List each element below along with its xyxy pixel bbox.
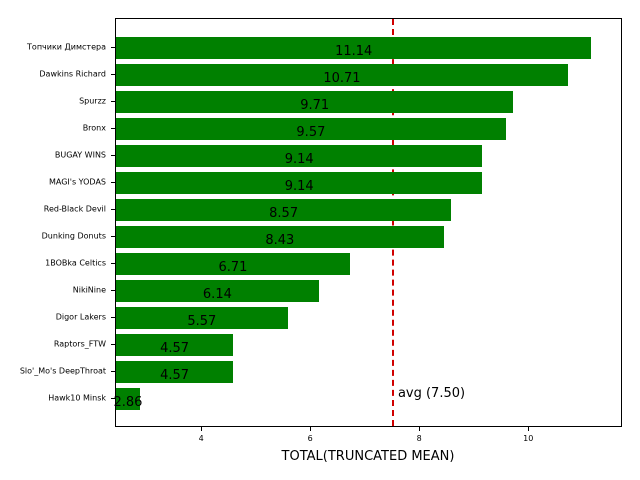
bar <box>116 307 288 329</box>
y-tick <box>111 47 115 48</box>
y-tick <box>111 155 115 156</box>
bar-value-label: 4.57 <box>160 341 190 356</box>
y-tick-label: MAGI's YODAS <box>48 177 106 187</box>
y-tick <box>111 209 115 210</box>
bar <box>116 334 234 356</box>
bar-value-label: 9.57 <box>296 125 326 140</box>
y-tick <box>111 263 115 264</box>
x-tick-label: 8 <box>416 434 422 443</box>
bar-value-label: 5.57 <box>187 314 217 329</box>
plot-area: avg (7.50) 11.14 10.71 9.71 9.57 9.14 9.14 8.5… <box>113 18 622 427</box>
y-tick-label: 1BOBka Celtics <box>45 258 106 268</box>
y-tick-label: Red-Black Devil <box>43 204 106 214</box>
bar-value-label: 11.14 <box>335 44 373 59</box>
x-tick <box>201 427 203 431</box>
bar <box>116 37 592 59</box>
bar-value-label: 4.57 <box>160 368 190 383</box>
x-tick <box>528 427 530 431</box>
bar-value-label: 6.71 <box>218 260 248 275</box>
bar <box>116 361 234 383</box>
y-tick-label: Spurzz <box>79 96 106 106</box>
average-line <box>391 19 394 426</box>
bar-value-label: 6.14 <box>202 287 232 302</box>
y-tick-label: Dawkins Richard <box>39 69 106 79</box>
y-tick-label: Raptors_FTW <box>53 339 106 349</box>
bar <box>116 172 483 194</box>
bar <box>116 280 319 302</box>
y-tick <box>111 182 115 183</box>
y-tick <box>111 128 115 129</box>
bar <box>116 91 514 113</box>
y-tick-label: NikiNine <box>72 285 106 295</box>
y-tick <box>111 317 115 318</box>
y-tick <box>111 371 115 372</box>
bar <box>116 118 506 140</box>
y-tick-label: Hawk10 Minsk <box>48 393 106 403</box>
y-tick <box>111 290 115 291</box>
bar-value-label: 8.43 <box>265 233 295 248</box>
y-tick-label: Slo'_Mo's DeepThroat <box>19 366 106 376</box>
x-tick-label: 4 <box>198 434 204 443</box>
bar-value-label: 9.14 <box>284 152 314 167</box>
bar-value-label: 9.14 <box>284 179 314 194</box>
x-tick-label: 6 <box>307 434 313 443</box>
bar <box>116 226 444 248</box>
y-tick-label: Bronx <box>82 123 106 133</box>
y-tick-label: Топчики Димстера <box>27 42 106 52</box>
bar <box>116 64 568 86</box>
y-tick-label: Dunking Donuts <box>41 231 106 241</box>
y-tick <box>111 236 115 237</box>
bar <box>116 388 140 410</box>
y-tick <box>111 74 115 75</box>
y-tick <box>111 344 115 345</box>
bar <box>116 199 452 221</box>
y-tick <box>111 398 115 399</box>
x-tick <box>419 427 421 431</box>
bar-value-label: 10.71 <box>323 71 361 86</box>
bar-value-label: 2.86 <box>113 395 143 410</box>
y-tick-label: BUGAY WINS <box>54 150 106 160</box>
average-label: avg (7.50) <box>397 386 466 401</box>
x-axis-title: TOTAL(TRUNCATED MEAN) <box>281 449 455 464</box>
x-tick-label: 10 <box>523 434 534 443</box>
y-tick <box>111 101 115 102</box>
bar-value-label: 9.71 <box>300 98 330 113</box>
bar <box>116 253 350 275</box>
y-tick-label: Digor Lakers <box>55 312 106 322</box>
bar <box>116 145 483 167</box>
bar-value-label: 8.57 <box>269 206 299 221</box>
x-tick <box>310 427 312 431</box>
